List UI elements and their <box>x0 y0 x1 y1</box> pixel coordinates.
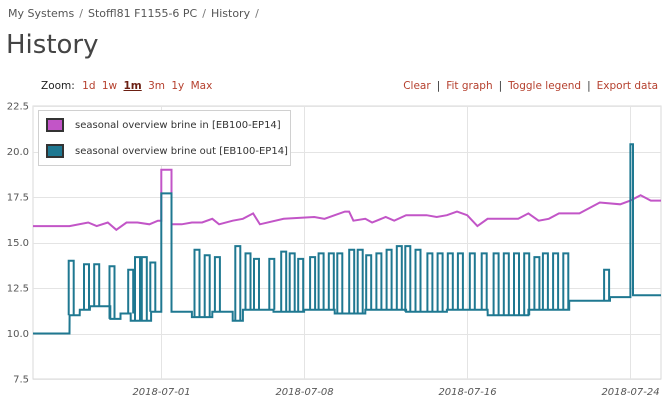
series-spike-brine-out <box>336 252 344 314</box>
y-tick-label: 22.5 <box>7 102 29 113</box>
legend-swatch-brine-out <box>46 144 64 158</box>
series-spike-brine-out <box>140 256 148 321</box>
series-spike-brine-out <box>385 248 393 310</box>
series-spike-brine-out <box>83 263 90 310</box>
breadcrumb-separator: / <box>79 7 83 20</box>
export-data-button[interactable]: Export data <box>596 80 658 92</box>
zoom-label: Zoom: <box>41 80 75 92</box>
series-spike-brine-out <box>93 263 101 307</box>
clear-button[interactable]: Clear <box>403 80 431 92</box>
x-axis-ticks: 2018-07-01 2018-07-08 2018-07-16 2018-07-24 <box>132 387 659 398</box>
series-spike-brine-out <box>193 248 201 318</box>
series-spike-brine-out <box>414 248 422 312</box>
series-spike-brine-out <box>268 257 276 310</box>
series-spike-brine-out <box>456 252 464 310</box>
x-tick-label: 2018-07-08 <box>275 387 333 398</box>
series-spike-brine-out <box>492 252 500 316</box>
y-tick-label: 15.0 <box>7 238 29 249</box>
series-spike-brine-out <box>244 252 252 310</box>
chart-grid <box>32 105 662 380</box>
page-title: History <box>6 30 99 60</box>
series-spike-brine-out <box>375 252 383 310</box>
series-spike-brine-out <box>533 256 541 310</box>
series-spike-brine-out <box>562 252 570 310</box>
action-separator: | <box>587 80 591 92</box>
series-spike-brine-out <box>297 257 305 312</box>
series-spike-brine-out <box>541 252 549 310</box>
series-line-brine-in <box>33 168 661 232</box>
legend-item-brine-out[interactable]: seasonal overview brine out [EB100-EP14] <box>46 142 288 160</box>
legend-item-brine-in[interactable]: seasonal overview brine in [EB100-EP14] <box>46 116 281 134</box>
breadcrumb-separator: / <box>255 7 259 20</box>
series-spike-brine-out <box>468 252 476 310</box>
series-spike-brine-out <box>67 259 75 316</box>
toggle-legend-button[interactable]: Toggle legend <box>508 80 582 92</box>
series-spike-brine-out <box>552 252 560 310</box>
legend-swatch-brine-in <box>46 118 64 132</box>
zoom-option-max[interactable]: Max <box>190 80 213 92</box>
series-spike-brine-out <box>309 256 317 310</box>
legend-label-brine-in: seasonal overview brine in [EB100-EP14] <box>75 119 281 131</box>
chart-series <box>33 143 661 335</box>
zoom-option-1d[interactable]: 1d <box>82 80 96 92</box>
legend-label-brine-out: seasonal overview brine out [EB100-EP14] <box>75 145 288 157</box>
series-spike-brine-out <box>327 252 335 310</box>
series-spike-brine-out <box>234 245 242 321</box>
series-spike-brine-out <box>288 252 296 312</box>
series-spike-brine-out <box>134 256 141 321</box>
breadcrumb: My Systems / Stoffl81 F1155-6 PC / History / <box>8 7 264 20</box>
chart-legend: seasonal overview brine in [EB100-EP14] … <box>38 110 291 166</box>
zoom-option-3m[interactable]: 3m <box>148 80 165 92</box>
series-spike-brine-out <box>513 252 520 316</box>
zoom-bar: Zoom: 1d 1w 1m 3m 1y Max <box>41 80 215 92</box>
fit-graph-button[interactable]: Fit graph <box>446 80 493 92</box>
zoom-option-1w[interactable]: 1w <box>101 80 118 92</box>
y-tick-label: 12.5 <box>7 284 29 295</box>
series-spike-brine-out <box>213 256 221 312</box>
y-tick-label: 20.0 <box>7 147 29 158</box>
zoom-option-1m[interactable]: 1m <box>123 80 142 92</box>
series-spike-brine-out <box>523 252 531 316</box>
series-spike-brine-out <box>149 261 157 312</box>
series-spike-brine-out <box>317 252 325 310</box>
series-spike-brine-out <box>253 257 260 310</box>
breadcrumb-item-system[interactable]: Stoffl81 F1155-6 PC <box>87 7 198 20</box>
y-tick-label: 10.0 <box>7 329 29 340</box>
action-separator: | <box>436 80 441 92</box>
zoom-option-1y[interactable]: 1y <box>171 80 185 92</box>
breadcrumb-separator: / <box>202 7 206 20</box>
series-spike-brine-out <box>348 248 356 314</box>
series-spike-brine-out <box>426 252 434 312</box>
x-tick-label: 2018-07-24 <box>601 387 659 398</box>
series-spike-brine-out <box>436 252 444 312</box>
action-separator: | <box>498 80 503 92</box>
breadcrumb-item-history[interactable]: History <box>210 7 251 20</box>
y-tick-label: 7.5 <box>13 375 29 386</box>
series-spike-brine-out <box>404 245 412 312</box>
series-spike-brine-out <box>280 250 288 312</box>
series-spike-brine-out <box>356 248 364 314</box>
series-spike-brine-out <box>127 268 135 314</box>
series-spike-brine-out <box>203 254 211 318</box>
chart-actions: Clear | Fit graph | Toggle legend | Export dat… <box>403 80 658 92</box>
x-tick-label: 2018-07-01 <box>132 387 190 398</box>
series-spike-brine-out <box>603 268 611 301</box>
breadcrumb-item-my-systems[interactable]: My Systems <box>8 7 75 20</box>
series-spike-brine-out <box>480 252 488 310</box>
series-spike-brine-out <box>502 252 510 316</box>
x-tick-label: 2018-07-16 <box>438 387 496 398</box>
series-spike-brine-out <box>395 245 403 310</box>
y-axis-ticks: 7.5 10.0 12.5 15.0 17.5 20.0 22.5 <box>7 102 29 386</box>
y-tick-label: 17.5 <box>7 193 29 204</box>
series-spike-brine-out <box>108 265 116 319</box>
series-spike-brine-out <box>446 252 454 310</box>
series-spike-brine-out <box>365 254 373 310</box>
